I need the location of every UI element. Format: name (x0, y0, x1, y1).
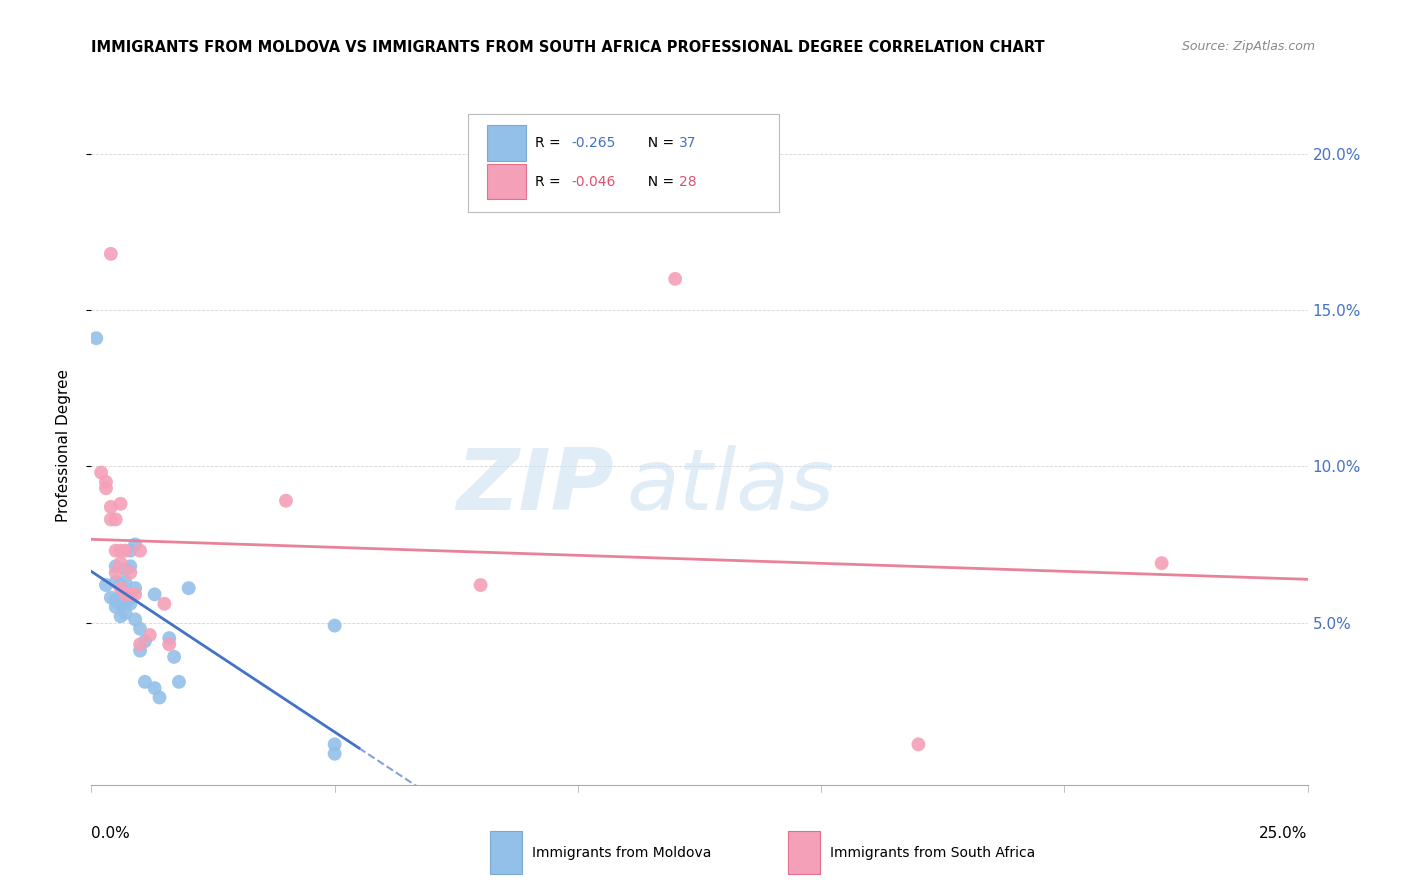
Point (274, 493, 297, 508)
Point (120, 543, 142, 558)
Point (100, 591, 122, 605)
Point (129, 622, 152, 636)
Point (120, 587, 142, 601)
Point (143, 681, 166, 695)
FancyBboxPatch shape (491, 831, 522, 874)
Point (120, 597, 142, 611)
Point (134, 674, 156, 689)
Point (124, 612, 146, 626)
Text: IMMIGRANTS FROM MOLDOVA VS IMMIGRANTS FROM SOUTH AFRICA PROFESSIONAL DEGREE CORR: IMMIGRANTS FROM MOLDOVA VS IMMIGRANTS FR… (91, 40, 1045, 55)
Point (104, 599, 127, 614)
Point (664, 272, 686, 286)
Point (157, 637, 180, 651)
Point (100, 512, 122, 526)
Text: -0.046: -0.046 (572, 175, 616, 188)
FancyBboxPatch shape (486, 164, 526, 199)
Text: N =: N = (638, 136, 678, 150)
Point (114, 543, 136, 558)
Y-axis label: Professional Degree: Professional Degree (56, 369, 70, 523)
Text: R =: R = (536, 175, 565, 188)
Point (84, 331, 107, 345)
Text: Immigrants from South Africa: Immigrants from South Africa (830, 846, 1035, 860)
Point (143, 587, 166, 601)
Point (120, 591, 142, 605)
FancyBboxPatch shape (789, 831, 820, 874)
Text: atlas: atlas (627, 445, 835, 528)
Text: R =: R = (536, 136, 565, 150)
Point (124, 581, 146, 595)
Point (114, 587, 136, 601)
Text: 28: 28 (679, 175, 696, 188)
Point (94, 578, 117, 592)
Point (129, 543, 152, 558)
FancyBboxPatch shape (468, 114, 779, 212)
Point (110, 543, 132, 558)
Point (90, 466, 112, 480)
Text: ZIP: ZIP (457, 445, 614, 528)
Point (110, 556, 132, 570)
Point (120, 566, 142, 580)
Point (104, 574, 127, 589)
Point (129, 643, 152, 657)
Point (100, 500, 122, 514)
Point (104, 559, 127, 574)
Point (104, 543, 127, 558)
Point (167, 674, 190, 689)
Point (114, 606, 136, 620)
Text: Immigrants from Moldova: Immigrants from Moldova (531, 846, 711, 860)
Point (114, 597, 136, 611)
Point (323, 747, 346, 761)
Point (129, 637, 152, 651)
Point (110, 497, 132, 511)
Point (104, 566, 127, 580)
Point (153, 597, 176, 611)
Point (323, 618, 346, 632)
Text: 25.0%: 25.0% (1260, 826, 1308, 840)
Point (177, 581, 200, 595)
FancyBboxPatch shape (486, 126, 526, 161)
Point (94, 481, 117, 495)
Point (124, 537, 146, 551)
Text: 37: 37 (679, 136, 696, 150)
Point (114, 591, 136, 605)
Point (104, 593, 127, 607)
Point (110, 597, 132, 611)
Point (110, 581, 132, 595)
Point (120, 559, 142, 574)
Point (110, 578, 132, 592)
Point (114, 574, 136, 589)
Point (114, 562, 136, 576)
Point (110, 591, 132, 605)
Point (148, 690, 170, 705)
Point (94, 475, 117, 489)
Point (907, 737, 929, 751)
Point (139, 628, 162, 642)
Text: N =: N = (638, 175, 678, 188)
Point (124, 587, 146, 601)
Text: -0.265: -0.265 (572, 136, 616, 150)
Point (157, 631, 180, 645)
Point (163, 649, 186, 664)
Point (134, 634, 156, 648)
Point (110, 609, 132, 624)
Point (1150, 556, 1173, 570)
Point (470, 578, 492, 592)
Text: 0.0%: 0.0% (91, 826, 131, 840)
Point (100, 247, 122, 261)
Point (323, 737, 346, 751)
Point (104, 512, 127, 526)
Text: Source: ZipAtlas.com: Source: ZipAtlas.com (1181, 40, 1315, 54)
